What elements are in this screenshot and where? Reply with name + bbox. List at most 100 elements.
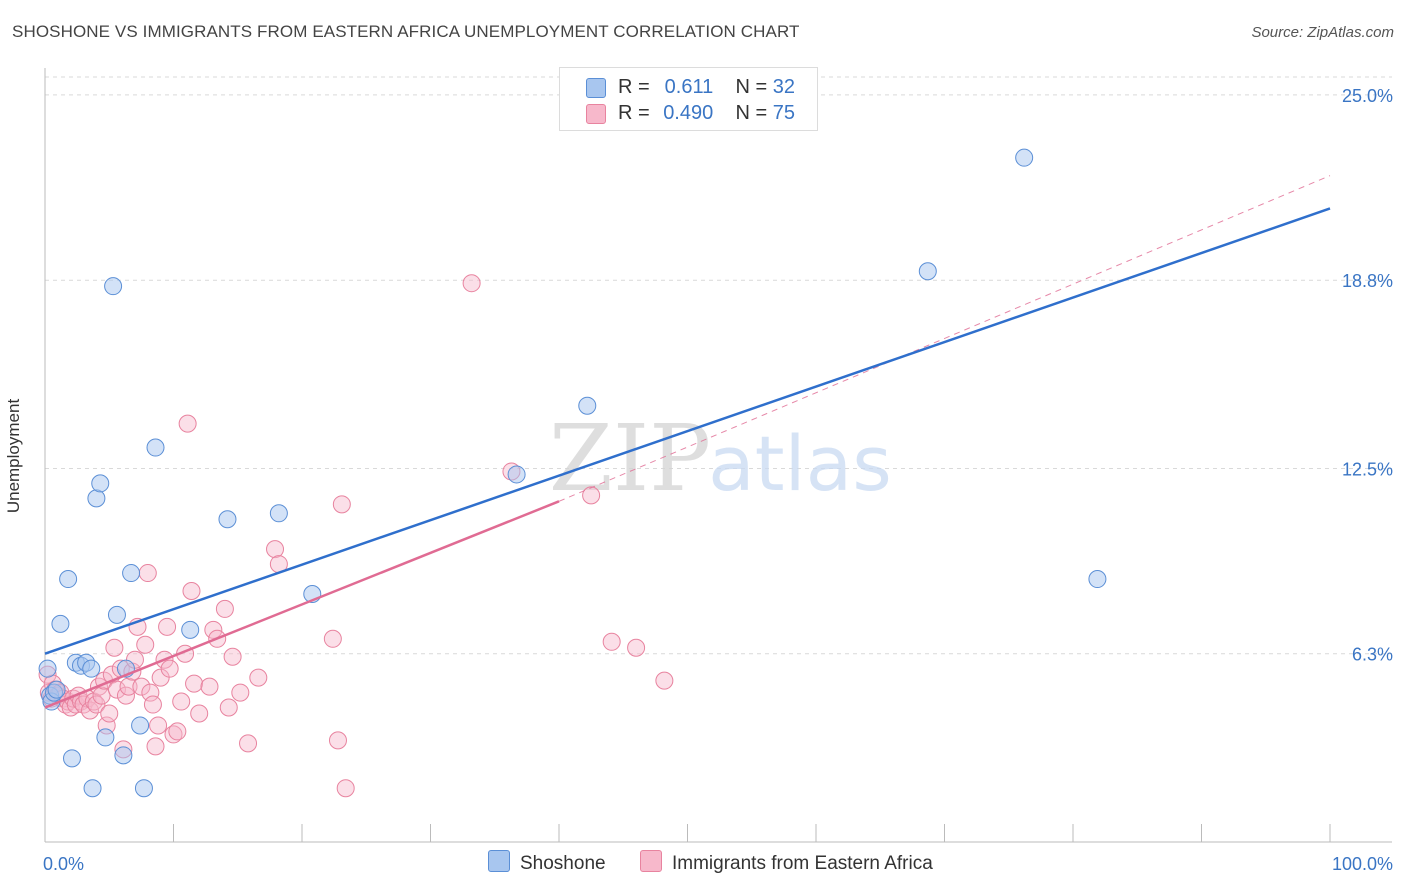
shoshone-point bbox=[38, 659, 57, 678]
y-tick-label: 25.0% bbox=[1342, 86, 1393, 106]
shoshone-point bbox=[146, 438, 165, 457]
legend-shoshone: Shoshone bbox=[488, 850, 606, 875]
r-label: R = bbox=[618, 76, 650, 98]
eastafrica-point bbox=[100, 704, 119, 723]
legend-row-shoshone-text: R = 0.611 N = 32 bbox=[618, 76, 795, 99]
legend-row-eastafrica-text: R = 0.490 N = 75 bbox=[618, 102, 795, 125]
eastafrica-swatch bbox=[586, 104, 606, 124]
shoshone-legend-label: Shoshone bbox=[520, 853, 606, 874]
eastafrica-point bbox=[200, 677, 219, 696]
shoshone-points bbox=[38, 148, 1107, 798]
shoshone-legend-swatch bbox=[488, 850, 510, 872]
chart-title: SHOSHONE VS IMMIGRANTS FROM EASTERN AFRI… bbox=[12, 22, 800, 41]
eastafrica-point bbox=[582, 486, 601, 505]
shoshone-point bbox=[131, 716, 150, 735]
shoshone-point bbox=[87, 489, 106, 508]
watermark-atlas: atlas bbox=[708, 419, 892, 508]
eastafrica-point bbox=[190, 704, 209, 723]
shoshone-point bbox=[218, 510, 237, 529]
eastafrica-point bbox=[219, 698, 238, 717]
tick-labels: 6.3% 12.5% 18.8% 25.0% 0.0% 100.0% bbox=[43, 86, 1393, 874]
eastafrica-point bbox=[266, 540, 285, 559]
eastafrica-point bbox=[627, 638, 646, 657]
y-tick-label: 18.8% bbox=[1342, 271, 1393, 291]
eastafrica-legend-label: Immigrants from Eastern Africa bbox=[672, 853, 933, 874]
eastafrica-point bbox=[602, 632, 621, 651]
eastafrica-point bbox=[223, 647, 242, 666]
r-value: 0.611 bbox=[664, 76, 714, 98]
shoshone-point bbox=[107, 605, 126, 624]
eastafrica-point bbox=[328, 731, 347, 750]
n-label: N = bbox=[735, 102, 768, 124]
shoshone-swatch bbox=[586, 78, 606, 98]
eastafrica-point bbox=[182, 581, 201, 600]
shoshone-point bbox=[181, 620, 200, 639]
watermark: ZIP atlas bbox=[549, 405, 892, 512]
gridlines bbox=[45, 76, 1392, 655]
shoshone-point bbox=[51, 614, 70, 633]
shoshone-point bbox=[104, 277, 123, 296]
eastafrica-point bbox=[87, 695, 106, 714]
eastafrica-point bbox=[138, 564, 157, 583]
correlation-legend: R = 0.611 N = 32 R = 0.490 N = 75 bbox=[559, 67, 818, 131]
eastafrica-trend-extension bbox=[558, 175, 1331, 502]
eastafrica-point bbox=[146, 737, 165, 756]
shoshone-point bbox=[96, 728, 115, 747]
eastafrica-point bbox=[92, 686, 111, 705]
shoshone-point bbox=[918, 262, 937, 281]
eastafrica-point bbox=[249, 668, 268, 687]
eastafrica-point bbox=[231, 683, 250, 702]
watermark-zip: ZIP bbox=[549, 405, 711, 512]
eastafrica-point bbox=[215, 599, 234, 618]
eastafrica-trend-line bbox=[44, 500, 560, 709]
eastafrica-point bbox=[141, 683, 160, 702]
eastafrica-point bbox=[136, 635, 155, 654]
shoshone-point bbox=[134, 779, 153, 798]
eastafrica-point bbox=[143, 695, 162, 714]
r-value: 0.490 bbox=[663, 102, 714, 124]
legend-eastafrica: Immigrants from Eastern Africa bbox=[640, 850, 933, 875]
eastafrica-point bbox=[178, 414, 197, 433]
n-value: 75 bbox=[772, 102, 795, 124]
source-label: Source: ZipAtlas.com bbox=[1251, 24, 1394, 41]
eastafrica-legend-swatch bbox=[640, 850, 662, 872]
shoshone-point bbox=[59, 570, 78, 589]
shoshone-point bbox=[122, 564, 141, 583]
eastafrica-point bbox=[462, 274, 481, 293]
x-tick-label: 0.0% bbox=[43, 854, 84, 874]
eastafrica-point bbox=[158, 617, 177, 636]
eastafrica-point bbox=[107, 680, 126, 699]
y-tick-label: 12.5% bbox=[1342, 459, 1393, 479]
eastafrica-point bbox=[332, 495, 351, 514]
shoshone-trend-line bbox=[44, 207, 1331, 655]
y-tick-label: 6.3% bbox=[1352, 645, 1393, 665]
y-axis-label: Unemployment bbox=[4, 398, 23, 514]
axes bbox=[44, 68, 1392, 843]
shoshone-point bbox=[62, 749, 81, 768]
shoshone-point bbox=[82, 659, 101, 678]
shoshone-point bbox=[507, 465, 526, 484]
shoshone-point bbox=[1015, 148, 1034, 167]
shoshone-point bbox=[114, 746, 133, 765]
shoshone-point bbox=[47, 680, 66, 699]
shoshone-point bbox=[1088, 570, 1107, 589]
eastafrica-point bbox=[172, 692, 191, 711]
eastafrica-point bbox=[160, 659, 179, 678]
trend-lines bbox=[44, 175, 1331, 709]
eastafrica-point bbox=[336, 779, 355, 798]
eastafrica-point bbox=[204, 620, 223, 639]
eastafrica-point bbox=[132, 677, 151, 696]
eastafrica-point bbox=[168, 722, 187, 741]
eastafrica-point bbox=[105, 638, 124, 657]
n-label: N = bbox=[735, 76, 768, 98]
eastafrica-points bbox=[38, 274, 674, 798]
shoshone-point bbox=[578, 396, 597, 415]
r-label: R = bbox=[618, 102, 650, 124]
n-value: 32 bbox=[772, 76, 795, 98]
eastafrica-point bbox=[119, 677, 138, 696]
shoshone-point bbox=[83, 779, 102, 798]
shoshone-point bbox=[269, 504, 288, 523]
x-tick-label: 100.0% bbox=[1332, 854, 1393, 874]
eastafrica-point bbox=[239, 734, 258, 753]
